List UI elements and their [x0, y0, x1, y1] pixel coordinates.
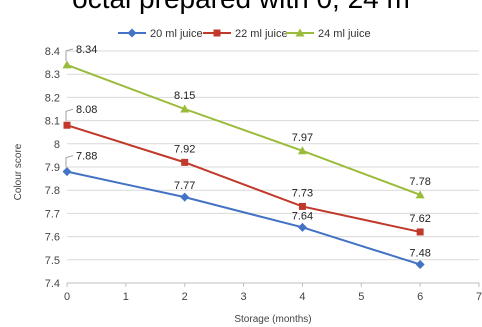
legend-entry: 24 ml juice [318, 28, 371, 40]
square-marker [63, 121, 71, 129]
x-tick-label: 5 [358, 291, 364, 303]
square-marker [416, 228, 424, 236]
data-label: 7.97 [292, 132, 313, 144]
y-axis-title: Colour score [13, 143, 24, 200]
data-label: 8.34 [76, 44, 97, 56]
diamond-marker [62, 167, 72, 177]
series-line [66, 124, 421, 233]
y-tick-label: 7.8 [45, 185, 60, 197]
triangle-marker [415, 190, 425, 199]
x-axis-title: Storage (months) [234, 314, 311, 325]
data-label: 7.77 [174, 180, 195, 192]
data-label: 8.08 [76, 104, 97, 116]
x-tick-label: 4 [299, 291, 305, 303]
data-label: 7.64 [292, 210, 313, 222]
y-tick-label: 8.1 [45, 116, 60, 128]
triangle-marker [180, 104, 190, 113]
y-tick-label: 8.2 [45, 92, 60, 104]
data-label: 7.73 [292, 187, 313, 199]
diamond-marker [415, 259, 425, 269]
data-label: 7.62 [409, 213, 430, 225]
legend-entry: 20 ml juice [150, 28, 203, 40]
data-label: 7.48 [409, 247, 430, 259]
y-tick-label: 8.3 [45, 69, 60, 81]
triangle-marker [297, 146, 307, 155]
y-tick-label: 7.5 [45, 255, 60, 267]
x-tick-label: 7 [476, 291, 482, 303]
data-label-leader [65, 155, 74, 168]
y-tick-label: 7.9 [45, 162, 60, 174]
data-label: 7.88 [76, 151, 97, 163]
triangle-marker [62, 60, 72, 69]
data-label-leader [65, 48, 74, 61]
legend-entry: 22 ml juice [235, 28, 288, 40]
series-line [66, 170, 421, 266]
square-marker [213, 29, 221, 37]
diamond-marker [127, 28, 137, 38]
series-line [66, 63, 421, 196]
series-markers [62, 60, 425, 269]
triangle-marker [295, 28, 305, 37]
data-label: 8.15 [174, 90, 195, 102]
diamond-marker [297, 222, 307, 232]
diamond-marker [180, 192, 190, 202]
legend: 20 ml juice 22 ml juice 24 ml juice [118, 28, 371, 40]
x-tick-label: 0 [64, 291, 70, 303]
y-tick-label: 7.4 [45, 278, 60, 290]
data-label: 7.92 [174, 143, 195, 155]
x-tick-label: 2 [182, 291, 188, 303]
y-tick-label: 7.6 [45, 232, 60, 244]
x-tick-label: 3 [241, 291, 247, 303]
square-marker [181, 158, 189, 166]
y-tick-label: 7.7 [45, 208, 60, 220]
data-labels: 7.88 7.77 7.64 7.48 8.08 7.92 7.73 7.62 8.34 8.15… [65, 44, 431, 259]
x-tick-label: 1 [123, 291, 129, 303]
series-lines [66, 63, 421, 266]
axes: 7.4 7.5 7.6 7.7 7.8 7.9 8 8.1 8.2 8.3 8.4 0 1 2 3 4 5 6 7 [45, 46, 482, 303]
data-label: 7.78 [409, 176, 430, 188]
y-tick-label: 8 [54, 139, 60, 151]
square-marker [298, 202, 306, 210]
x-tick-label: 6 [417, 291, 423, 303]
data-label-leader [65, 108, 74, 122]
y-tick-label: 8.4 [45, 46, 60, 58]
clipped-heading-text: octal prepared with 0, 24 m [0, 0, 482, 13]
